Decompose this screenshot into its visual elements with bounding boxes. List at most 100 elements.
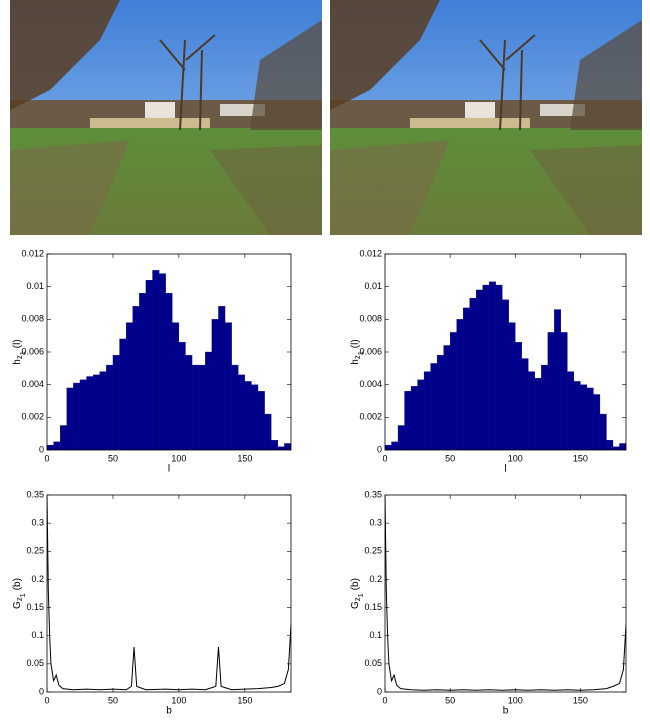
bar	[132, 306, 140, 450]
bar	[224, 322, 232, 450]
bar	[508, 322, 516, 450]
bar	[60, 425, 67, 450]
y-label-subsub: 1	[20, 351, 27, 355]
bar	[586, 387, 594, 450]
bar	[443, 345, 451, 450]
x-tick-label: 150	[237, 453, 252, 463]
y-tick-label: 0.25	[364, 546, 382, 556]
x-tick-label: 50	[108, 453, 118, 463]
bar	[423, 371, 431, 450]
bar	[86, 376, 94, 450]
bar	[73, 382, 81, 450]
bar	[112, 355, 120, 450]
y-tick-label: 0.35	[26, 489, 44, 499]
bar	[165, 293, 173, 450]
y-label-main: G	[12, 601, 23, 609]
y-label-subsub: 1	[358, 593, 365, 597]
y-tick-label: 0	[39, 444, 44, 454]
y-label-subsub: 1	[20, 593, 27, 597]
line	[385, 495, 626, 691]
bar	[489, 281, 496, 450]
x-tick-label: 150	[573, 453, 588, 463]
x-tick-label: 100	[171, 695, 186, 705]
bar	[554, 309, 562, 450]
y-tick-label: 0.012	[359, 248, 382, 258]
bar	[404, 391, 412, 450]
bar	[593, 394, 601, 450]
y-tick-label: 0.006	[21, 346, 44, 356]
bar	[541, 364, 548, 450]
bar	[456, 319, 464, 450]
y-label-sub: z	[15, 597, 24, 601]
bar	[211, 319, 219, 450]
y-label-subsub: 1	[358, 351, 365, 355]
y-tick-label: 0.3	[369, 518, 382, 528]
x-tick-label: 150	[573, 695, 588, 705]
x-tick-label: 50	[445, 453, 455, 463]
bar	[463, 307, 470, 450]
plot-area	[385, 495, 626, 691]
y-tick-label: 0.2	[369, 574, 382, 584]
bar	[385, 444, 392, 450]
photo	[329, 0, 643, 236]
bar	[47, 444, 54, 450]
x-tick-label: 150	[237, 695, 252, 705]
plot-area	[385, 281, 626, 450]
y-tick-label: 0.2	[31, 574, 44, 584]
x-axis-label: b	[166, 706, 172, 717]
bar	[238, 374, 245, 450]
bar	[580, 384, 588, 450]
bar	[172, 322, 180, 450]
y-tick-label: 0.15	[26, 602, 44, 612]
bar	[515, 342, 522, 450]
x-tick-label: 100	[508, 453, 523, 463]
y-tick-label: 0.01	[364, 281, 382, 291]
bar	[106, 364, 114, 450]
bar	[125, 322, 133, 450]
bar	[417, 379, 425, 450]
bar	[251, 384, 259, 450]
bar	[547, 332, 555, 450]
bar	[93, 374, 100, 450]
y-tick-label: 0.25	[26, 546, 44, 556]
bar	[152, 270, 160, 450]
x-tick-label: 50	[108, 695, 118, 705]
bar	[231, 364, 239, 450]
bar	[430, 363, 438, 450]
y-tick-label: 0.006	[359, 346, 382, 356]
bar	[521, 358, 529, 450]
bar	[244, 381, 252, 450]
y-axis-label: Gz1 (b)	[12, 578, 27, 609]
bar	[99, 371, 107, 450]
x-tick-label: 100	[508, 695, 523, 705]
line	[47, 495, 291, 691]
bar	[619, 443, 626, 450]
bar	[534, 377, 542, 450]
bar	[599, 413, 607, 450]
x-tick-label: 0	[382, 453, 387, 463]
y-tick-label: 0.05	[26, 658, 44, 668]
bar	[410, 386, 418, 450]
x-axis-label: b	[503, 706, 509, 717]
y-tick-label: 0.3	[31, 518, 44, 528]
y-tick-label: 0.002	[21, 412, 44, 422]
bar	[612, 446, 620, 450]
y-label-sub: z	[353, 597, 362, 601]
bar	[476, 289, 483, 450]
y-tick-label: 0.004	[359, 379, 382, 389]
bar	[139, 293, 147, 450]
bar	[158, 273, 166, 450]
bar	[53, 441, 61, 450]
bar	[205, 351, 213, 450]
y-tick-label: 0.002	[359, 412, 382, 422]
bar	[218, 306, 226, 450]
bar	[284, 443, 291, 450]
plot-area	[47, 270, 291, 450]
bar	[264, 413, 272, 450]
y-tick-label: 0	[39, 686, 44, 696]
axes-frame	[384, 494, 627, 693]
bar	[66, 387, 74, 450]
y-label-main: G	[350, 601, 361, 609]
bar	[271, 440, 278, 450]
